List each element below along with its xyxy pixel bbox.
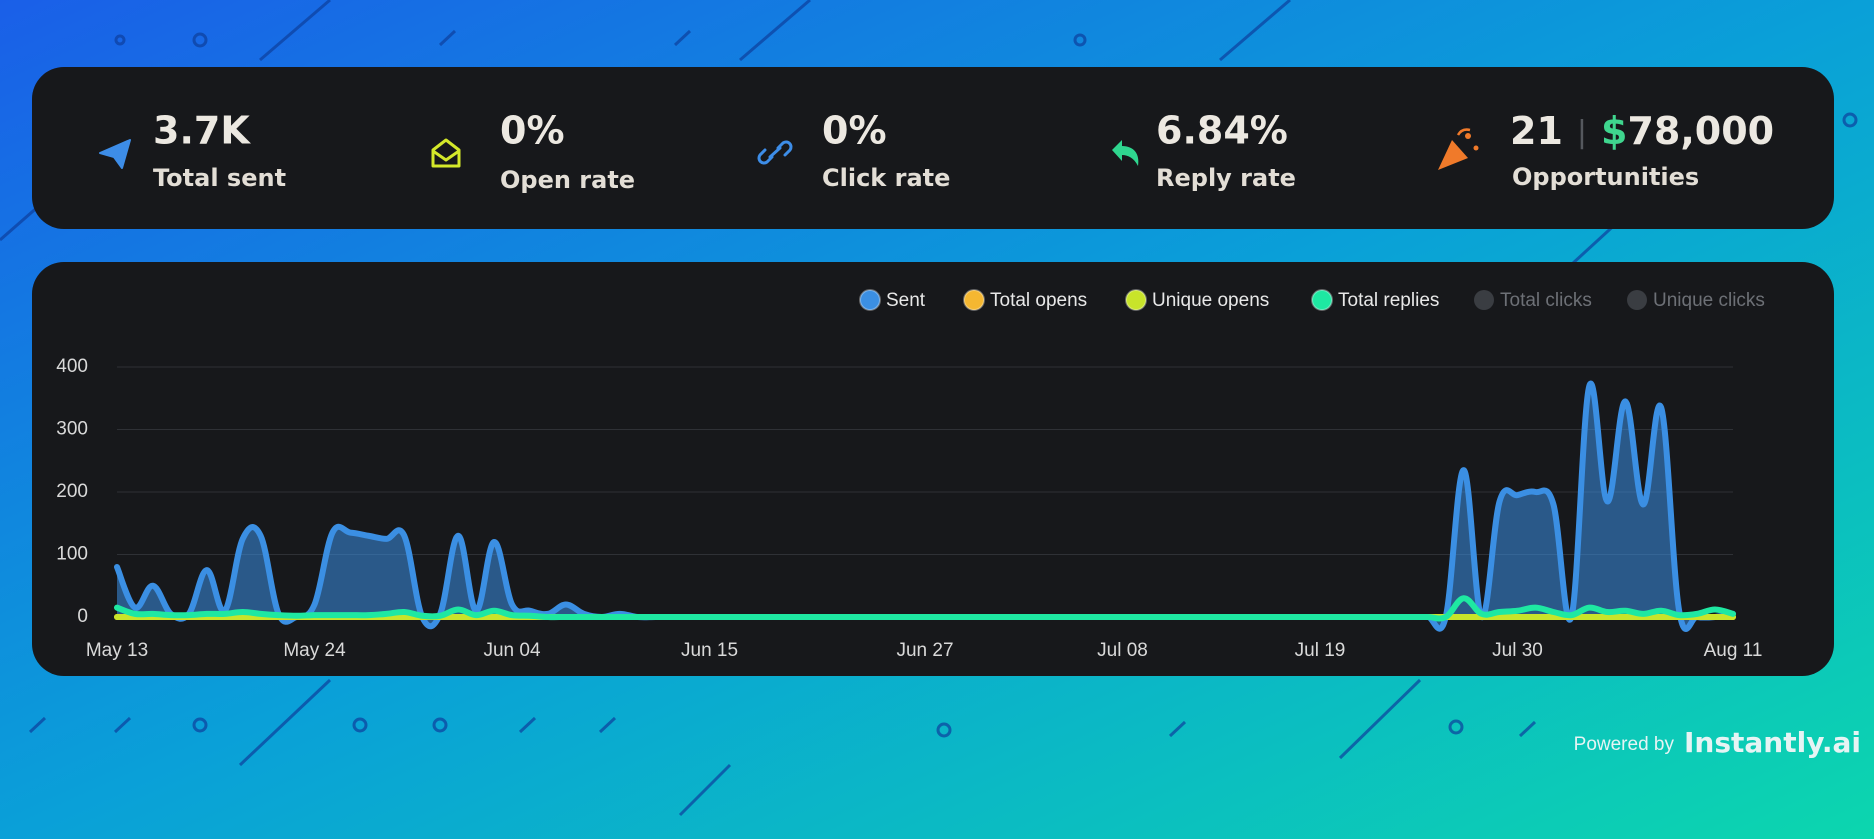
legend-marker [1474, 290, 1494, 310]
stat-label: Click rate [822, 164, 950, 192]
legend-label: Total opens [990, 290, 1087, 311]
legend-marker [1125, 289, 1147, 311]
x-tick-label: Jun 04 [483, 640, 540, 661]
y-tick-label: 300 [56, 419, 88, 440]
powered-by: Powered by [1574, 734, 1675, 755]
x-tick-label: Jun 15 [681, 640, 738, 661]
reply-icon [1112, 140, 1139, 166]
currency-symbol: $ [1601, 109, 1627, 153]
stat-value: 21 | $78,000 [1510, 109, 1774, 153]
x-tick-label: Jul 08 [1097, 640, 1148, 661]
chart-card [32, 262, 1834, 676]
stat-label: Reply rate [1156, 164, 1296, 192]
y-tick-label: 400 [56, 356, 88, 377]
legend-marker [1311, 289, 1333, 311]
x-tick-label: Jul 19 [1295, 640, 1346, 661]
y-tick-label: 200 [56, 481, 88, 502]
legend-marker [859, 289, 881, 311]
x-tick-label: May 24 [283, 640, 346, 661]
stat-value: 6.84% [1156, 109, 1288, 153]
stats-card [32, 67, 1834, 229]
y-tick-label: 100 [56, 544, 88, 565]
stat-value: 0% [500, 109, 565, 153]
legend-label: Unique clicks [1653, 290, 1765, 311]
open-icon [431, 138, 461, 168]
legend-label: Total clicks [1500, 290, 1592, 311]
separator: | [1577, 115, 1587, 150]
y-tick-label: 0 [77, 606, 88, 627]
stat-value: 0% [822, 109, 887, 153]
x-tick-label: May 13 [86, 640, 148, 661]
series-line [114, 595, 1736, 622]
x-tick-label: Jul 30 [1492, 640, 1543, 661]
opportunity-count: 21 [1510, 109, 1563, 153]
click-icon [757, 140, 793, 165]
legend-label: Sent [886, 290, 926, 311]
opportunity-icon [1438, 128, 1479, 170]
stat-label: Total sent [153, 164, 286, 192]
legend-label: Unique opens [1152, 290, 1269, 311]
stat-label: Opportunities [1512, 163, 1699, 191]
stat-label: Open rate [500, 166, 635, 194]
chart: 0 100 200 300 400 May 13 May 24 Jun 04 Jun 15 Jun… [56, 289, 1765, 661]
legend-marker [963, 289, 985, 311]
legend-label: Total replies [1338, 290, 1439, 311]
sent-icon [99, 139, 131, 169]
opportunity-amount: 78,000 [1627, 109, 1774, 153]
stat-value: 3.7K [153, 109, 251, 153]
brand: Instantly.ai [1684, 726, 1861, 759]
legend-marker [1627, 290, 1647, 310]
x-tick-label: Aug 11 [1704, 640, 1763, 661]
x-tick-label: Jun 27 [896, 640, 953, 661]
